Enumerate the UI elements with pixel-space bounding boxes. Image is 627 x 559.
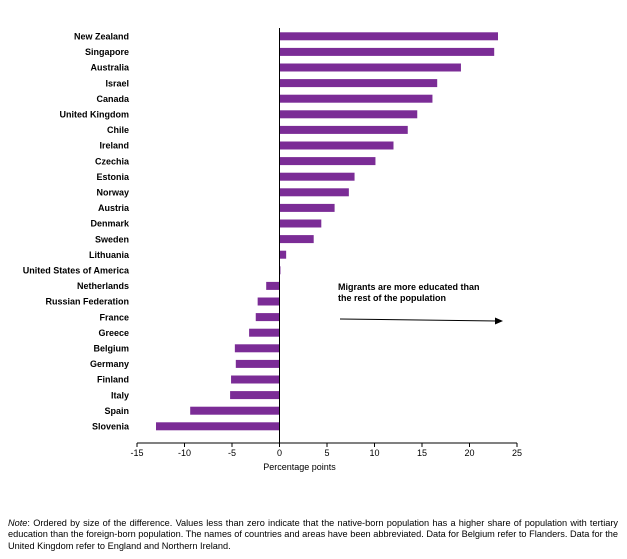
x-tick-label: -10: [178, 448, 191, 458]
category-label: Czechia: [95, 156, 130, 166]
bar: [279, 110, 418, 119]
category-label: Singapore: [85, 47, 129, 57]
category-label: Lithuania: [89, 250, 130, 260]
x-tick-label: 15: [417, 448, 427, 458]
bar: [190, 406, 280, 415]
category-label: Sweden: [95, 234, 129, 244]
bar: [234, 344, 280, 353]
x-tick-label: -5: [228, 448, 236, 458]
annotation-arrow: [339, 318, 498, 322]
category-labels: New Zealand Singapore Australia Israel Canad…: [23, 32, 130, 432]
x-tick-label: 5: [324, 448, 329, 458]
category-label: Belgium: [93, 344, 129, 354]
category-label: Australia: [90, 63, 130, 73]
annotation-line-2: the rest of the population: [338, 293, 446, 303]
bar-chart: New Zealand Singapore Australia Israel Canad…: [23, 28, 522, 472]
note-label: Note: [8, 518, 28, 528]
x-tick-label: 10: [369, 448, 379, 458]
bar: [279, 79, 438, 88]
x-tick-label: 20: [464, 448, 474, 458]
category-label: United States of America: [23, 266, 130, 276]
category-label: Germany: [90, 359, 129, 369]
category-label: Ireland: [99, 141, 129, 151]
annotation-arrowhead: [495, 317, 503, 325]
x-tick-label: -15: [130, 448, 143, 458]
category-label: Chile: [107, 125, 129, 135]
bar: [249, 328, 280, 337]
bar: [279, 250, 287, 259]
bar: [279, 141, 394, 150]
bar: [156, 422, 280, 431]
bar: [231, 375, 280, 384]
chart-note: Note: Ordered by size of the difference.…: [8, 518, 618, 552]
annotation-line-1: Migrants are more educated than: [338, 282, 480, 292]
bar: [266, 281, 280, 290]
bar: [279, 94, 433, 103]
bar: [279, 32, 498, 41]
note-text: : Ordered by size of the difference. Val…: [8, 518, 618, 551]
bar: [279, 219, 322, 228]
category-label: New Zealand: [74, 32, 129, 42]
category-label: Slovenia: [92, 422, 130, 432]
category-label: Netherlands: [77, 281, 129, 291]
bar: [230, 391, 280, 400]
category-label: Israel: [105, 78, 129, 88]
bar: [279, 47, 495, 56]
x-tick-label: 0: [277, 448, 282, 458]
category-label: Italy: [111, 390, 129, 400]
x-axis-title: Percentage points: [263, 462, 336, 472]
category-label: Spain: [104, 406, 129, 416]
category-label: Canada: [96, 94, 130, 104]
bar: [279, 235, 314, 244]
category-label: France: [99, 312, 129, 322]
bar: [279, 63, 461, 72]
category-label: Greece: [98, 328, 129, 338]
category-label: Norway: [96, 188, 129, 198]
category-label: Austria: [98, 203, 130, 213]
bar: [257, 297, 280, 306]
bar: [279, 157, 376, 166]
bar: [279, 125, 408, 134]
bar: [255, 313, 280, 322]
x-tick-label: 25: [512, 448, 522, 458]
category-label: United Kingdom: [60, 110, 130, 120]
bar: [279, 188, 349, 197]
x-axis-ticks: -15 -10 -5 0 5 10 15 20 25: [130, 443, 522, 458]
bar: [235, 359, 280, 368]
bars-group: [156, 32, 498, 431]
category-label: Finland: [97, 375, 129, 385]
category-label: Denmark: [90, 219, 130, 229]
bar: [279, 203, 335, 212]
category-label: Russian Federation: [45, 297, 129, 307]
bar: [279, 172, 355, 181]
category-label: Estonia: [96, 172, 130, 182]
